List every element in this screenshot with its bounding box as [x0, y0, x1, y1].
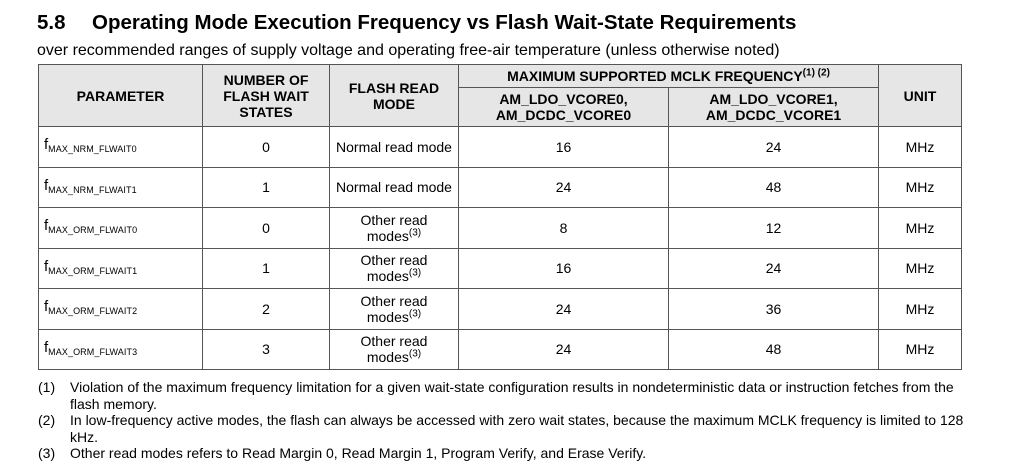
header-vcore1: AM_LDO_VCORE1, AM_DCDC_VCORE1	[667, 87, 880, 127]
param-subscript: MAX_ORM_FLWAIT0	[48, 225, 138, 236]
wait-states-cell: 2	[202, 288, 330, 330]
param-subscript: MAX_ORM_FLWAIT3	[48, 346, 138, 357]
header-max-freq-label: MAXIMUM SUPPORTED MCLK FREQUENCY	[507, 68, 803, 84]
footnote-id: (1)	[38, 379, 56, 395]
read-mode-cell: Other read modes(3)	[329, 247, 459, 289]
footnote-text: In low-frequency active modes, the flash…	[70, 412, 964, 445]
section-subtitle: over recommended ranges of supply voltag…	[37, 42, 780, 59]
wait-states-cell: 0	[202, 207, 330, 249]
wait-state-table: PARAMETER NUMBER OF FLASH WAIT STATES FL…	[38, 64, 963, 370]
read-mode-cell: Other read modes(3)	[329, 207, 459, 249]
vcore1-freq-cell: 12	[667, 207, 880, 249]
param-symbol: f	[44, 338, 49, 356]
section-heading: 5.8 Operating Mode Execution Frequency vs…	[37, 11, 796, 35]
table-row: fMAX_ORM_FLWAIT0 0 Other read modes(3) 8 12 M…	[38, 207, 963, 249]
header-max-freq-refs: (1) (2)	[802, 67, 830, 79]
table-row: fMAX_NRM_FLWAIT1 1 Normal read mode 24 48 MHz	[38, 166, 963, 208]
read-mode-ref: (3)	[408, 348, 422, 360]
header-max-freq: MAXIMUM SUPPORTED MCLK FREQUENCY(1) (2)	[457, 64, 880, 88]
read-mode-text: Other read modes	[360, 211, 428, 244]
read-mode-text: Normal read mode	[336, 179, 452, 196]
param-subscript: MAX_NRM_FLWAIT0	[48, 144, 137, 155]
wait-states-cell: 1	[202, 166, 330, 208]
footnote-item: (3) Other read modes refers to Read Margi…	[38, 445, 978, 462]
header-wait-states: NUMBER OF FLASH WAIT STATES	[202, 64, 330, 127]
read-mode-ref: (3)	[408, 227, 422, 239]
read-mode-cell: Other read modes(3)	[329, 288, 459, 330]
param-subscript: MAX_ORM_FLWAIT1	[48, 265, 138, 276]
unit-cell: MHz	[878, 328, 963, 370]
section-number: 5.8	[37, 11, 66, 34]
vcore0-freq-cell: 8	[458, 207, 669, 249]
vcore0-freq-cell: 24	[458, 328, 669, 370]
footnote-item: (2) In low-frequency active modes, the fl…	[38, 412, 978, 445]
read-mode-text: Other read modes	[360, 292, 428, 325]
header-parameter: PARAMETER	[38, 64, 203, 127]
vcore0-freq-cell: 24	[458, 288, 669, 330]
table-row: fMAX_ORM_FLWAIT1 1 Other read modes(3) 16 24…	[38, 247, 963, 289]
header-read-mode: FLASH READ MODE	[329, 64, 459, 127]
footnote-id: (2)	[38, 412, 56, 428]
unit-cell: MHz	[878, 126, 963, 168]
table-row: fMAX_ORM_FLWAIT2 2 Other read modes(3) 24 36…	[38, 288, 963, 330]
param-cell: fMAX_NRM_FLWAIT0	[38, 126, 203, 168]
param-subscript: MAX_NRM_FLWAIT1	[48, 184, 137, 195]
param-symbol: f	[44, 136, 49, 154]
wait-states-cell: 1	[202, 247, 330, 289]
unit-cell: MHz	[878, 166, 963, 208]
footnote-id: (3)	[38, 445, 56, 461]
param-cell: fMAX_ORM_FLWAIT0	[38, 207, 203, 249]
param-subscript: MAX_ORM_FLWAIT2	[48, 306, 138, 317]
wait-states-cell: 3	[202, 328, 330, 370]
param-cell: fMAX_NRM_FLWAIT1	[38, 166, 203, 208]
read-mode-text: Other read modes	[360, 333, 428, 366]
vcore1-freq-cell: 24	[667, 247, 880, 289]
read-mode-cell: Normal read mode	[329, 166, 459, 208]
footnote-text: Other read modes refers to Read Margin 0…	[70, 445, 647, 461]
section-title: Operating Mode Execution Frequency vs Fl…	[92, 11, 797, 34]
vcore0-freq-cell: 16	[458, 247, 669, 289]
read-mode-text: Other read modes	[360, 252, 428, 285]
vcore1-freq-cell: 48	[667, 328, 880, 370]
unit-cell: MHz	[878, 207, 963, 249]
footnote-item: (1) Violation of the maximum frequency li…	[38, 379, 978, 412]
read-mode-cell: Other read modes(3)	[329, 328, 459, 370]
vcore1-freq-cell: 36	[667, 288, 880, 330]
param-cell: fMAX_ORM_FLWAIT3	[38, 328, 203, 370]
param-cell: fMAX_ORM_FLWAIT2	[38, 288, 203, 330]
unit-cell: MHz	[878, 288, 963, 330]
vcore0-freq-cell: 16	[458, 126, 669, 168]
param-symbol: f	[44, 298, 49, 316]
vcore0-freq-cell: 24	[458, 166, 669, 208]
vcore1-freq-cell: 48	[667, 166, 880, 208]
table-row: fMAX_ORM_FLWAIT3 3 Other read modes(3) 24 48…	[38, 328, 963, 370]
param-symbol: f	[44, 217, 49, 235]
read-mode-cell: Normal read mode	[329, 126, 459, 168]
footnotes: (1) Violation of the maximum frequency li…	[38, 379, 978, 462]
wait-states-cell: 0	[202, 126, 330, 168]
table-body: fMAX_NRM_FLWAIT0 0 Normal read mode 16 24 MHz…	[38, 126, 963, 370]
read-mode-text: Normal read mode	[336, 138, 452, 155]
unit-cell: MHz	[878, 247, 963, 289]
vcore1-freq-cell: 24	[667, 126, 880, 168]
param-symbol: f	[44, 257, 49, 275]
footnote-text: Violation of the maximum frequency limit…	[70, 379, 954, 412]
param-symbol: f	[44, 176, 49, 194]
header-vcore0: AM_LDO_VCORE0, AM_DCDC_VCORE0	[458, 87, 669, 127]
read-mode-ref: (3)	[408, 308, 422, 320]
header-unit: UNIT	[878, 64, 963, 127]
read-mode-ref: (3)	[408, 267, 422, 279]
table-row: fMAX_NRM_FLWAIT0 0 Normal read mode 16 24 MHz	[38, 126, 963, 168]
param-cell: fMAX_ORM_FLWAIT1	[38, 247, 203, 289]
